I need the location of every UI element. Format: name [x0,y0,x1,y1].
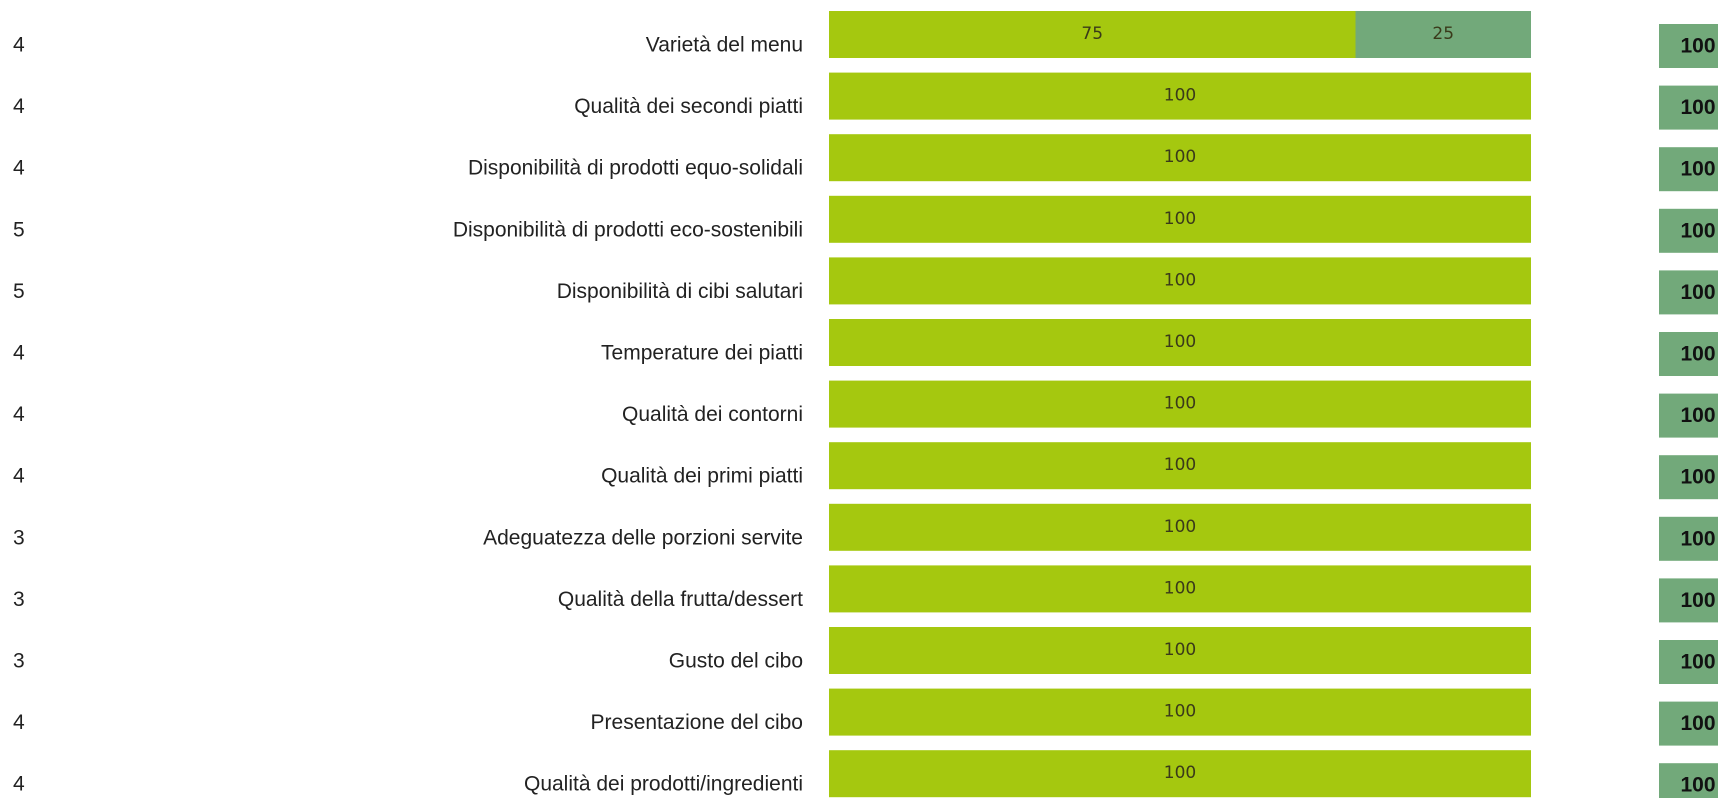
bar-segment [829,257,1531,305]
category-label: Gusto del cibo [669,650,803,673]
total: 100 [1680,712,1715,735]
total: 100 [1680,404,1715,427]
category-label: Disponibilità di prodotti eco-sostenibil… [453,218,803,241]
category-label: Qualità della frutta/dessert [558,588,803,611]
total-box [1659,208,1718,253]
total: 100 [1680,589,1715,612]
value-label: 100 [1164,578,1196,598]
category-label: Qualità dei secondi piatti [574,95,803,118]
bar-segment [1355,11,1531,58]
bar-segment [829,503,1531,551]
total-box [1659,393,1718,438]
value-label: 100 [1164,86,1196,106]
category-label: Temperature dei piatti [601,342,803,365]
total-box [1659,578,1718,623]
count: 3 [13,526,25,549]
value-label: 100 [1164,209,1196,229]
value-label: 100 [1164,702,1196,722]
category-label: Varietà del menu [646,34,803,57]
total: 100 [1680,219,1715,242]
total: 100 [1680,343,1715,366]
count: 4 [13,773,25,796]
count: 5 [13,280,25,303]
total-box [1659,763,1718,798]
total-box [1659,640,1718,684]
count: 4 [13,465,25,488]
count: 4 [13,403,25,426]
count: 3 [13,588,25,611]
count: 4 [13,157,25,180]
total: 100 [1680,651,1715,674]
count: 5 [13,218,25,241]
value-label: 100 [1164,640,1196,660]
total-box [1659,85,1718,130]
total-box [1659,516,1718,561]
value-label: 100 [1164,763,1196,783]
bar-segment [829,11,1356,58]
category-label: Adeguatezza delle porzioni servite [483,526,803,549]
category-label: Presentazione del cibo [591,711,803,734]
count: 4 [13,95,25,118]
bar-segment [829,688,1531,736]
value-label: 75 [1081,24,1103,44]
count: 4 [13,711,25,734]
bar-segment [829,195,1531,243]
total: 100 [1680,96,1715,119]
category-label: Qualità dei primi piatti [601,465,803,488]
total-box [1659,455,1718,500]
total: 100 [1680,158,1715,181]
value-label: 100 [1164,270,1196,290]
category-label: Disponibilità di prodotti equo-solidali [468,157,803,180]
total-box [1659,332,1718,376]
value-label: 25 [1432,24,1454,44]
value-label: 100 [1164,455,1196,475]
bar-segment [829,72,1531,120]
value-label: 100 [1164,332,1196,352]
value-label: 100 [1164,517,1196,537]
bar-segment [829,565,1531,613]
bar-segment [829,380,1531,428]
count: 4 [13,342,25,365]
category-label: Disponibilità di cibi salutari [557,280,803,303]
total: 100 [1680,527,1715,550]
total-box [1659,147,1718,192]
count: 4 [13,34,25,57]
category-label: Qualità dei contorni [622,403,803,426]
total: 100 [1680,774,1715,797]
value-label: 100 [1164,394,1196,414]
value-label: 100 [1164,147,1196,167]
category-label: Qualità dei prodotti/ingredienti [524,773,803,796]
bar-segment [829,442,1531,490]
count: 3 [13,650,25,673]
total-box [1659,270,1718,315]
bar-segment [829,134,1531,182]
total: 100 [1680,281,1715,304]
total: 100 [1680,35,1715,58]
bar-segment [829,627,1531,674]
total: 100 [1680,466,1715,489]
total-box [1659,24,1718,68]
total-box [1659,701,1718,746]
bar-segment [829,319,1531,366]
bar-segment [829,750,1531,798]
